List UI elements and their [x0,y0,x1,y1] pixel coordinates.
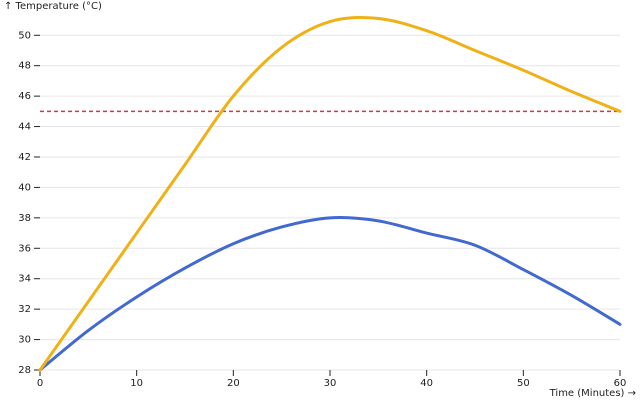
x-tick-label: 60 [614,378,627,389]
y-tick-label: 42 [18,152,31,163]
y-tick-label: 30 [18,335,31,346]
y-tick-label: 28 [18,365,31,376]
y-tick-label: 36 [18,243,31,254]
y-tick-label: 48 [18,61,31,72]
y-tick-label: 50 [18,30,31,41]
line-series [38,216,622,372]
y-tick-label: 32 [18,304,31,315]
y-tick-label: 34 [18,274,31,285]
x-tick-label: 30 [324,378,337,389]
x-tick-label: 50 [517,378,530,389]
x-tick-label: 0 [37,378,43,389]
y-tick-label: 40 [18,182,31,193]
y-tick-label: 46 [18,91,31,102]
y-axis-label: ↑ Temperature (°C) [4,1,102,12]
x-tick-label: 40 [420,378,433,389]
x-axis-label: Time (Minutes) → [549,388,636,399]
line-series [38,16,622,372]
y-tick-label: 44 [18,122,31,133]
y-tick-label: 38 [18,213,31,224]
x-tick-label: 10 [130,378,143,389]
x-tick-label: 20 [227,378,240,389]
